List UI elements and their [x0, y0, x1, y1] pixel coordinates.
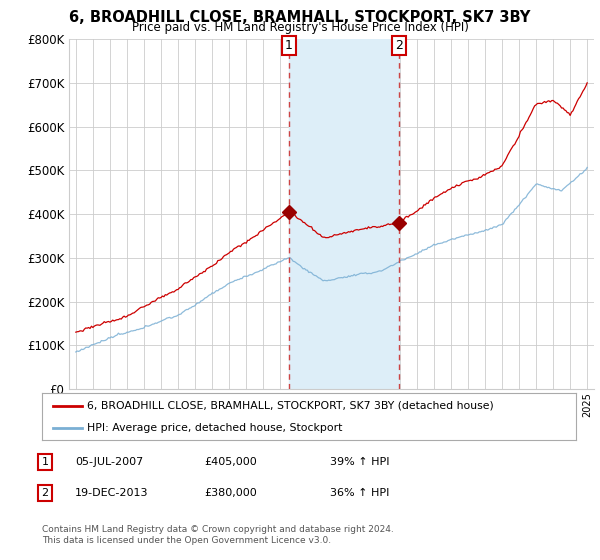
Bar: [289, 39, 399, 389]
Text: 19-DEC-2013: 19-DEC-2013: [75, 488, 149, 498]
Text: 2: 2: [41, 488, 49, 498]
Text: 2: 2: [395, 39, 403, 52]
Text: 05-JUL-2007: 05-JUL-2007: [75, 457, 143, 467]
Text: 39% ↑ HPI: 39% ↑ HPI: [330, 457, 389, 467]
Text: 36% ↑ HPI: 36% ↑ HPI: [330, 488, 389, 498]
Text: 1: 1: [285, 39, 293, 52]
Text: HPI: Average price, detached house, Stockport: HPI: Average price, detached house, Stoc…: [88, 423, 343, 433]
Text: 6, BROADHILL CLOSE, BRAMHALL, STOCKPORT, SK7 3BY: 6, BROADHILL CLOSE, BRAMHALL, STOCKPORT,…: [70, 10, 530, 25]
Text: 6, BROADHILL CLOSE, BRAMHALL, STOCKPORT, SK7 3BY (detached house): 6, BROADHILL CLOSE, BRAMHALL, STOCKPORT,…: [88, 400, 494, 410]
Text: Contains HM Land Registry data © Crown copyright and database right 2024.
This d: Contains HM Land Registry data © Crown c…: [42, 525, 394, 545]
Text: £405,000: £405,000: [204, 457, 257, 467]
Text: £380,000: £380,000: [204, 488, 257, 498]
Text: Price paid vs. HM Land Registry's House Price Index (HPI): Price paid vs. HM Land Registry's House …: [131, 21, 469, 34]
Text: 1: 1: [41, 457, 49, 467]
